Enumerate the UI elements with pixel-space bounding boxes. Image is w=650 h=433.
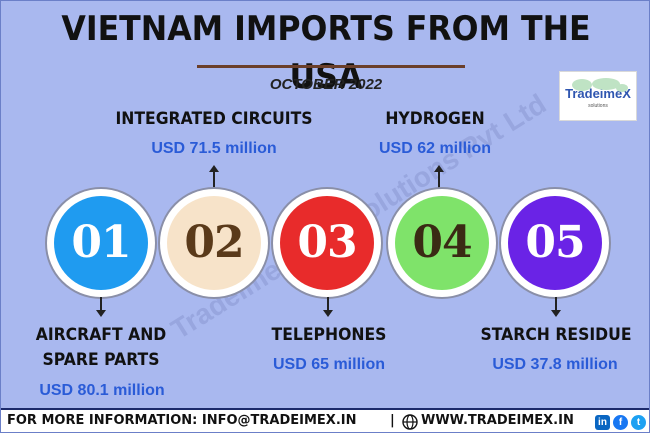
- arrow-down-line: [100, 297, 102, 311]
- arrow-up-line: [213, 171, 215, 191]
- arrow-down-icon: [323, 310, 333, 317]
- facebook-icon[interactable]: f: [613, 415, 628, 430]
- subtitle-date: OCTOBER 2022: [269, 76, 383, 93]
- item-circle-05: 05: [501, 189, 609, 297]
- arrow-up-icon: [434, 165, 444, 172]
- page-title: VIETNAM IMPORTS FROM THE USA: [61, 9, 591, 97]
- arrow-up-line: [438, 171, 440, 191]
- footer-bar: FOR MORE INFORMATION: INFO@TRADEIMEX.IN …: [1, 408, 649, 432]
- world-map-icon: [572, 78, 628, 92]
- item-circle-04: 04: [388, 189, 496, 297]
- item-circle-01: 01: [47, 189, 155, 297]
- item-circle-02-fill: 02: [167, 196, 261, 290]
- item-number: 03: [297, 217, 357, 268]
- logo-tagline: solutions: [588, 103, 608, 109]
- item-number: 01: [71, 217, 131, 268]
- item-circle-02: 02: [160, 189, 268, 297]
- item-number: 05: [525, 217, 585, 268]
- label-integrated-circuits: INTEGRATED CIRCUITS: [115, 109, 313, 129]
- value-aircraft: USD 80.1 million: [39, 382, 165, 399]
- item-number: 02: [184, 217, 244, 268]
- arrow-down-icon: [96, 310, 106, 317]
- item-circle-03-fill: 03: [280, 196, 374, 290]
- arrow-down-line: [327, 297, 329, 311]
- item-circle-03: 03: [273, 189, 381, 297]
- arrow-up-icon: [209, 165, 219, 172]
- footer-separator: |: [390, 413, 395, 428]
- footer-info[interactable]: FOR MORE INFORMATION: INFO@TRADEIMEX.IN: [7, 413, 357, 428]
- arrow-down-icon: [551, 310, 561, 317]
- tradeimex-logo: TradeimeX solutions: [559, 71, 637, 121]
- title-underline: [197, 65, 465, 68]
- item-circle-04-fill: 04: [395, 196, 489, 290]
- label-telephones: TELEPHONES: [271, 325, 387, 345]
- item-circle-01-fill: 01: [54, 196, 148, 290]
- footer-website[interactable]: WWW.TRADEIMEX.IN: [421, 413, 574, 428]
- value-starch-residue: USD 37.8 million: [492, 356, 618, 373]
- globe-icon: [402, 414, 418, 430]
- label-aircraft-line1: AIRCRAFT AND: [35, 325, 167, 345]
- arrow-down-line: [555, 297, 557, 311]
- linkedin-icon[interactable]: in: [595, 415, 610, 430]
- value-telephones: USD 65 million: [272, 356, 386, 373]
- value-integrated-circuits: USD 71.5 million: [151, 140, 277, 157]
- item-circle-05-fill: 05: [508, 196, 602, 290]
- label-starch-residue: STARCH RESIDUE: [480, 325, 632, 345]
- item-number: 04: [412, 217, 472, 268]
- label-hydrogen: HYDROGEN: [385, 109, 485, 129]
- label-aircraft-line2: SPARE PARTS: [42, 350, 160, 370]
- value-hydrogen: USD 62 million: [378, 140, 492, 157]
- twitter-icon[interactable]: t: [631, 415, 646, 430]
